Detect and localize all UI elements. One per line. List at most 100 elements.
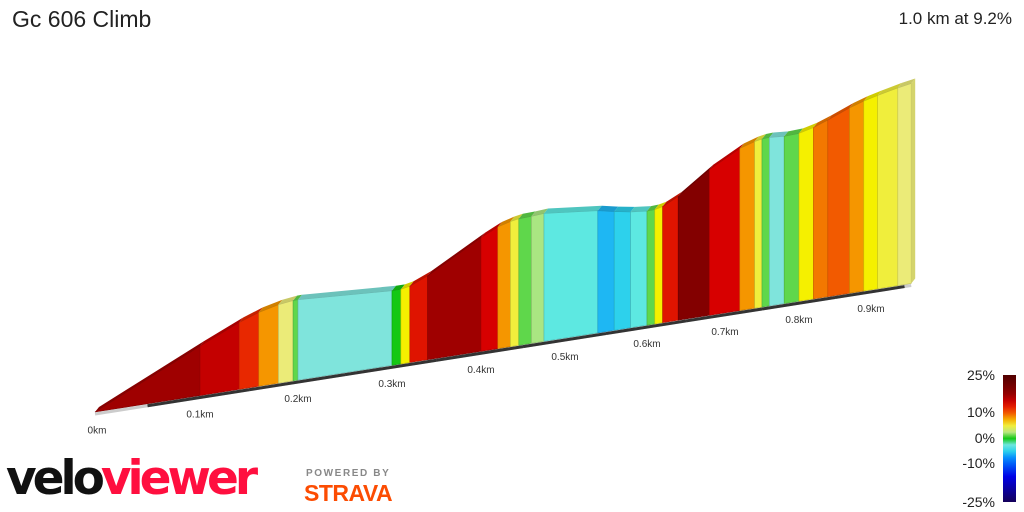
segment-top-face xyxy=(481,222,502,238)
segment-13 xyxy=(510,218,520,347)
segment-7 xyxy=(391,288,402,366)
legend-label-minus25: -25% xyxy=(962,494,995,510)
baseline-km-marker xyxy=(344,358,437,377)
segment-21 xyxy=(654,206,663,325)
segment-top-face xyxy=(518,211,536,219)
x-tick-label: 0.8km xyxy=(785,315,812,326)
x-tick-label: 0.3km xyxy=(378,379,405,390)
segment-top-face xyxy=(769,131,789,138)
segment-top-face xyxy=(630,206,651,212)
segment-27 xyxy=(761,137,770,308)
segment-12 xyxy=(497,221,511,349)
baseline-km-marker xyxy=(605,319,687,336)
segment-top-face xyxy=(258,299,283,313)
legend-label-0: 0% xyxy=(974,430,995,446)
powered-by-label: POWERED BY xyxy=(306,468,391,479)
segment-5 xyxy=(292,299,299,382)
segment-top-face xyxy=(298,285,396,300)
climb-summary: 1.0 km at 9.2% xyxy=(898,9,1012,28)
baseline-km-marker xyxy=(248,373,346,392)
segment-4 xyxy=(278,300,294,384)
x-tick-label: 0.6km xyxy=(633,339,660,350)
segment-top-face xyxy=(762,132,774,139)
segment-top-face xyxy=(647,204,659,212)
legend-label-10: 10% xyxy=(966,404,995,420)
logo-viewer: viewer xyxy=(100,451,258,506)
segment-top-face xyxy=(531,208,548,217)
climb-title: Gc 606 Climb xyxy=(12,6,152,32)
segment-top-face xyxy=(239,307,263,323)
x-tick-label: 0.4km xyxy=(467,365,494,376)
segment-top-face xyxy=(709,143,744,170)
segment-25 xyxy=(739,141,755,311)
segment-2 xyxy=(238,311,260,390)
segment-top-face xyxy=(614,206,635,212)
segment-top-face xyxy=(597,205,619,212)
segment-11 xyxy=(480,226,499,352)
segment-top-face xyxy=(510,213,523,222)
baseline-km-marker xyxy=(761,296,836,311)
segment-29 xyxy=(783,133,800,304)
segment-16 xyxy=(543,210,599,342)
segment-top-face xyxy=(827,103,854,121)
segment-top-face xyxy=(95,341,204,412)
segment-top-face xyxy=(544,205,602,214)
logo-velo: velo xyxy=(6,451,105,506)
segment-9 xyxy=(409,275,428,363)
segment-30 xyxy=(798,127,814,302)
segment-top-face xyxy=(897,78,916,88)
segment-top-face xyxy=(754,133,766,142)
segment-top-face xyxy=(654,201,667,210)
segment-top-face xyxy=(813,115,832,128)
segment-6 xyxy=(297,290,393,381)
segment-36 xyxy=(897,83,912,286)
x-tick-label: 0.5km xyxy=(551,352,578,363)
segment-top-face xyxy=(392,284,405,291)
strava-logo[interactable]: STRAVA xyxy=(304,480,393,506)
segment-22 xyxy=(662,196,679,323)
segment-24 xyxy=(709,147,741,316)
baseline-km-marker xyxy=(834,285,905,299)
segment-33 xyxy=(849,100,865,294)
segment-top-face xyxy=(427,232,485,276)
segment-top-face xyxy=(400,281,414,290)
baseline-km-marker xyxy=(147,388,250,408)
segment-34 xyxy=(863,95,879,292)
x-tick-label: 0.2km xyxy=(284,394,311,405)
segment-top-face xyxy=(863,90,882,102)
segment-top-face xyxy=(784,128,803,137)
baseline-km-marker xyxy=(685,307,763,323)
segment-14 xyxy=(518,215,532,346)
segment-20 xyxy=(646,209,656,326)
baseline-km-marker xyxy=(522,332,607,349)
end-cap xyxy=(911,78,916,284)
segment-18 xyxy=(613,211,631,331)
segment-31 xyxy=(813,119,829,300)
gradient-legend-bar xyxy=(1003,375,1016,502)
x-tick-label: 0.1km xyxy=(186,409,213,420)
segment-top-face xyxy=(662,191,683,207)
segment-top-face xyxy=(409,270,432,287)
x-tick-label: 0km xyxy=(88,426,107,437)
segment-top-face xyxy=(278,295,298,305)
baseline-km-marker xyxy=(436,345,524,362)
segment-15 xyxy=(531,213,545,344)
segment-0 xyxy=(94,345,201,413)
legend-label-minus10: -10% xyxy=(962,455,995,471)
segment-top-face xyxy=(877,82,902,96)
segment-23 xyxy=(677,168,710,321)
segment-top-face xyxy=(849,96,868,109)
segment-top-face xyxy=(739,136,759,149)
segment-17 xyxy=(597,210,615,334)
veloviewer-logo[interactable]: veloviewer xyxy=(6,451,258,506)
x-tick-label: 0.7km xyxy=(711,327,738,338)
x-tick-label: 0.9km xyxy=(857,304,884,315)
segment-top-face xyxy=(200,317,244,347)
segment-26 xyxy=(754,138,763,309)
segment-19 xyxy=(630,210,648,329)
segment-top-face xyxy=(799,122,818,134)
segment-28 xyxy=(769,135,785,307)
segment-3 xyxy=(258,304,279,387)
segment-top-face xyxy=(497,216,515,228)
